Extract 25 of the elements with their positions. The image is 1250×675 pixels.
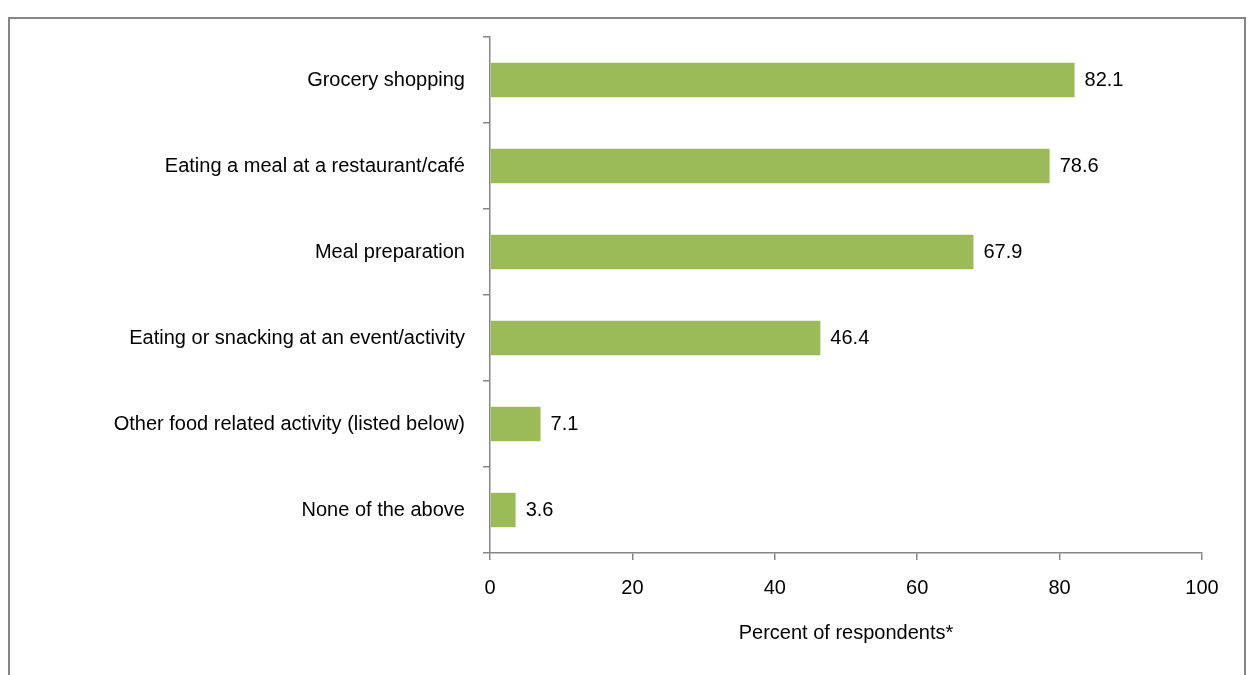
y-tick-label: Other food related activity (listed below)	[113, 411, 465, 434]
bar	[490, 320, 821, 356]
bar	[490, 406, 541, 442]
bar	[490, 234, 974, 270]
y-tick-label: Eating a meal at a restaurant/café	[164, 153, 465, 176]
data-label: 78.6	[1059, 153, 1099, 176]
x-tick-label: 60	[906, 575, 929, 598]
x-tick-label: 20	[621, 575, 644, 598]
bar	[490, 492, 516, 528]
y-tick-label: None of the above	[301, 497, 465, 520]
x-tick-label: 0	[484, 575, 496, 598]
data-label: 46.4	[830, 325, 870, 348]
bar	[490, 62, 1075, 98]
x-tick-label: 40	[763, 575, 786, 598]
y-tick-label: Eating or snacking at an event/activity	[129, 325, 465, 348]
y-tick-label: Meal preparation	[314, 239, 465, 262]
bar	[490, 148, 1050, 184]
x-tick-label: 100	[1185, 575, 1219, 598]
data-label: 82.1	[1084, 67, 1124, 90]
data-label: 67.9	[983, 239, 1023, 262]
x-tick-label: 80	[1048, 575, 1071, 598]
data-label: 7.1	[550, 411, 579, 434]
y-tick-label: Grocery shopping	[307, 67, 465, 90]
x-axis-title: Percent of respondents*	[738, 620, 954, 643]
data-label: 3.6	[525, 497, 554, 520]
